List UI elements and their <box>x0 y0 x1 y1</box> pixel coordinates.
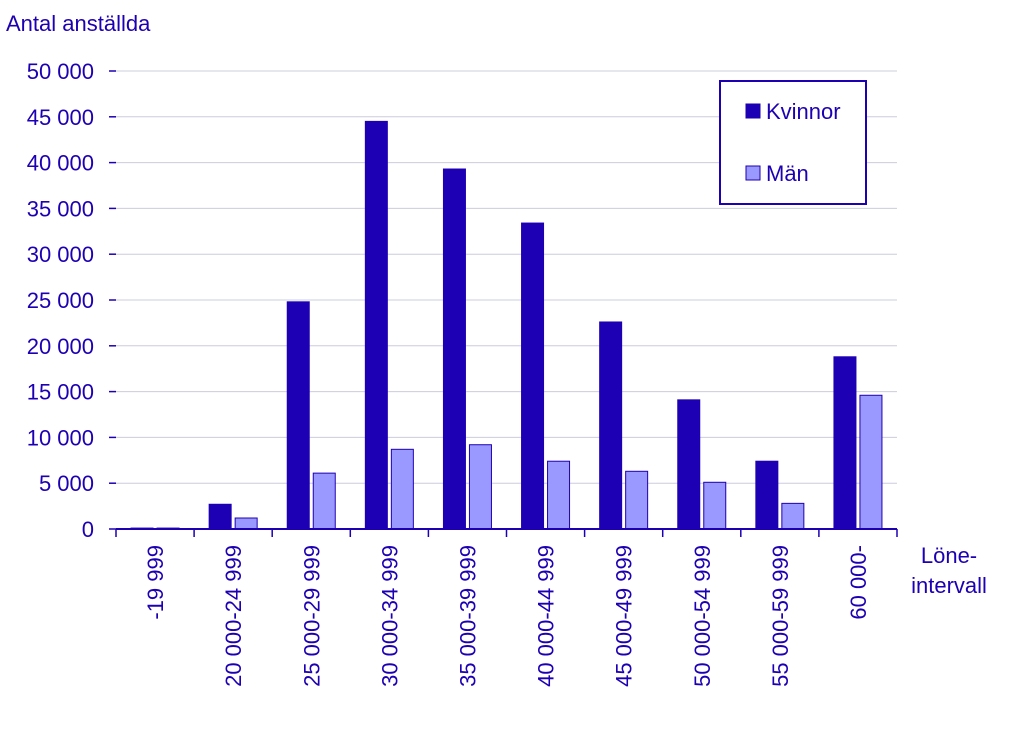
y-tick-label: 10 000 <box>27 425 94 450</box>
x-tick-label: 35 000-39 999 <box>455 545 480 687</box>
x-tick-label: 45 000-49 999 <box>612 545 637 687</box>
bar-kvinnor <box>364 120 388 530</box>
x-tick-label: 30 000-34 999 <box>377 545 402 687</box>
bar-kvinnor <box>677 399 701 530</box>
y-tick-labels: 0 5 000 10 000 15 000 20 000 25 000 30 000 35 0… <box>27 59 94 542</box>
bar-man <box>390 448 414 530</box>
legend-label: Män <box>766 161 809 186</box>
bar-kvinnor <box>755 460 779 530</box>
y-tick-label: 20 000 <box>27 334 94 359</box>
y-tick-label: 50 000 <box>27 59 94 84</box>
bar-man <box>703 481 727 530</box>
legend-label: Kvinnor <box>766 99 841 124</box>
x-tick-label: 20 000-24 999 <box>221 545 246 687</box>
bar-man <box>468 444 492 530</box>
bar-man <box>781 502 805 530</box>
legend-box <box>719 80 867 205</box>
x-axis-title-line2: intervall <box>911 573 987 598</box>
y-tick-label: 40 000 <box>27 151 94 176</box>
bar-kvinnor <box>521 222 545 530</box>
bar-man <box>547 460 571 530</box>
y-tick-label: 35 000 <box>27 196 94 221</box>
bar-man <box>234 517 258 530</box>
y-tick-label: 15 000 <box>27 380 94 405</box>
y-tick-label: 45 000 <box>27 105 94 130</box>
bar-kvinnor <box>833 356 857 530</box>
y-tick-label: 25 000 <box>27 288 94 313</box>
x-tick-label: 40 000-44 999 <box>534 545 559 687</box>
bar-man <box>859 394 883 530</box>
y-tick-label: 0 <box>82 517 94 542</box>
x-tick-label: 55 000-59 999 <box>768 545 793 687</box>
x-axis <box>115 528 898 537</box>
x-tick-labels: -19 999 20 000-24 999 25 000-29 999 30 000-… <box>143 545 871 687</box>
y-tick-label: 5 000 <box>39 471 94 496</box>
y-axis-title: Antal anställda <box>6 11 151 36</box>
y-tick-label: 30 000 <box>27 242 94 267</box>
legend: Kvinnor Män <box>719 80 867 205</box>
x-tick-label: 25 000-29 999 <box>299 545 324 687</box>
bar-man <box>312 472 336 530</box>
bar-kvinnor <box>208 503 232 530</box>
x-axis-title-line1: Löne- <box>921 543 977 568</box>
bar-man <box>625 470 649 530</box>
bar-kvinnor <box>599 321 623 530</box>
x-tick-label: 60 000- <box>846 545 871 620</box>
gridlines <box>109 70 897 530</box>
legend-swatch <box>745 165 761 181</box>
bar-kvinnor <box>442 168 466 530</box>
x-tick-label: -19 999 <box>143 545 168 620</box>
bar-kvinnor <box>286 301 310 530</box>
legend-swatch <box>745 103 761 119</box>
x-tick-label: 50 000-54 999 <box>690 545 715 687</box>
